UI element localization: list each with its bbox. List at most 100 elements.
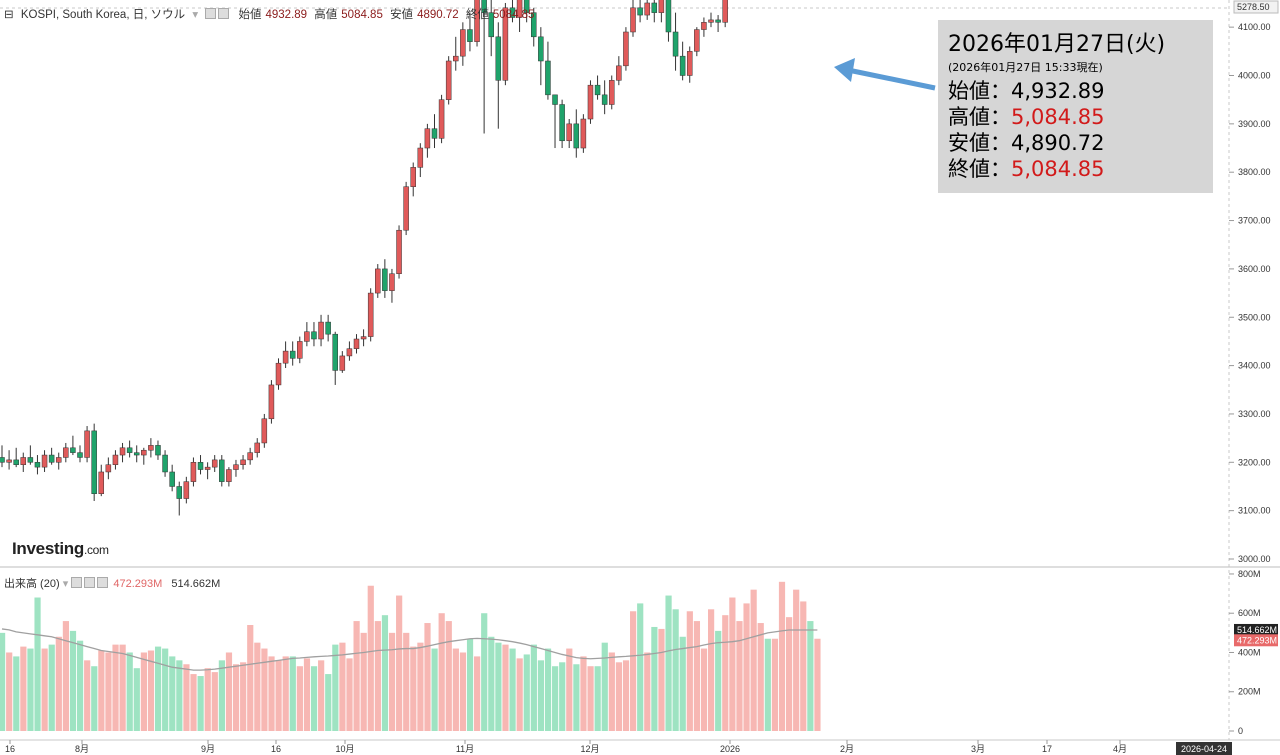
collapse-icon[interactable]: ⊟ — [4, 9, 14, 21]
candle-body — [701, 22, 707, 30]
candle — [445, 56, 452, 105]
volume-bar — [105, 652, 112, 731]
arrow-shaft — [847, 67, 936, 91]
candle-body — [6, 459, 12, 463]
candle-body — [13, 459, 19, 465]
legend-high: 5084.85 — [341, 9, 383, 21]
legend-low: 4890.72 — [417, 9, 459, 21]
volume-bar — [608, 652, 615, 731]
volume-tool-icons[interactable] — [71, 577, 110, 591]
candle-body — [616, 65, 622, 81]
time-tick-label: 2026 — [720, 744, 740, 754]
candle — [410, 162, 416, 197]
volume-bar — [218, 660, 225, 731]
candle — [176, 481, 182, 516]
candle-body — [48, 454, 55, 463]
candle-body — [566, 123, 572, 142]
volume-bar — [27, 648, 34, 731]
volume-bar — [814, 638, 821, 731]
volume-bar — [743, 603, 750, 731]
volume-bar — [176, 660, 183, 731]
candle — [651, 0, 658, 23]
volume-bar — [729, 597, 736, 731]
volume-bar — [672, 609, 679, 731]
candle — [13, 447, 19, 468]
volume-tick-label: 200M — [1238, 687, 1261, 697]
candle-body — [552, 94, 558, 105]
candle — [226, 467, 232, 487]
price-tick-label: 4100.00 — [1238, 22, 1271, 32]
candle — [254, 438, 260, 458]
volume-bar — [530, 644, 537, 731]
candle-body — [708, 19, 714, 23]
candle-body — [339, 355, 346, 371]
candle — [481, 0, 487, 134]
candle — [183, 476, 190, 504]
volume-tick-label: 400M — [1238, 647, 1261, 657]
candle — [708, 12, 714, 28]
candle — [197, 455, 204, 475]
candle — [318, 314, 324, 347]
volume-bar — [69, 630, 77, 731]
volume-bar — [537, 660, 545, 731]
candle-body — [211, 459, 218, 468]
volume-bar — [644, 652, 651, 731]
candle-body — [509, 7, 516, 18]
candle-body — [155, 445, 161, 456]
volume-bar — [388, 632, 396, 731]
candle — [630, 0, 636, 37]
candle-body — [630, 7, 636, 33]
symbol-title[interactable]: KOSPI, South Korea, 日, ソウル — [20, 9, 186, 21]
volume-ma-box — [1234, 623, 1278, 636]
dropdown-icon[interactable]: ▾ — [192, 9, 199, 21]
candle — [41, 450, 48, 472]
volume-bar — [410, 646, 417, 731]
candle — [715, 15, 721, 32]
volume-bar — [764, 638, 771, 731]
volume-bar — [700, 648, 708, 731]
volume-bar — [544, 648, 552, 731]
candle-body — [27, 457, 34, 463]
volume-label[interactable]: 出来高 (20) — [4, 578, 60, 590]
candle-body — [289, 350, 296, 359]
candle — [623, 27, 629, 71]
legend-tool-icons[interactable] — [205, 7, 231, 22]
time-tick-label: 16 — [5, 744, 15, 754]
price-tick-label: 3400.00 — [1238, 361, 1271, 371]
volume-bar — [282, 656, 289, 731]
investing-logo: Investing.com — [12, 539, 109, 558]
candle — [453, 36, 459, 71]
time-tick-label: 4月 — [1113, 744, 1127, 754]
volume-bar — [396, 595, 403, 731]
volume-bar — [119, 644, 126, 731]
candle — [297, 336, 303, 364]
candle-body — [226, 469, 232, 482]
volume-bar — [374, 621, 381, 731]
candle-body — [467, 29, 473, 42]
candle — [275, 358, 282, 390]
volume-bar — [268, 656, 275, 731]
volume-bar — [736, 621, 743, 731]
candle — [211, 455, 218, 472]
candle — [644, 0, 650, 20]
time-axis: 16 8月 9月 16 10月 11月 12月 2026 2月 3月 17 4月 2026-04-24 — [5, 740, 1232, 755]
volume-bar — [637, 603, 644, 731]
candle-body — [353, 338, 360, 349]
volume-value: 472.293M — [113, 578, 163, 590]
volume-bar — [559, 662, 566, 731]
dropdown-icon[interactable]: ▾ — [62, 578, 69, 590]
volume-bar — [686, 611, 693, 731]
candle — [573, 109, 580, 158]
candle — [84, 426, 90, 463]
volume-bar — [126, 652, 133, 731]
candle — [424, 123, 431, 158]
candle-body — [112, 454, 119, 465]
candle — [268, 380, 275, 424]
candle-body — [715, 19, 721, 23]
candle-body — [396, 229, 402, 274]
candle — [523, 0, 530, 23]
candle-body — [346, 348, 353, 357]
candle-body — [240, 459, 246, 465]
candle-body — [481, 0, 487, 13]
